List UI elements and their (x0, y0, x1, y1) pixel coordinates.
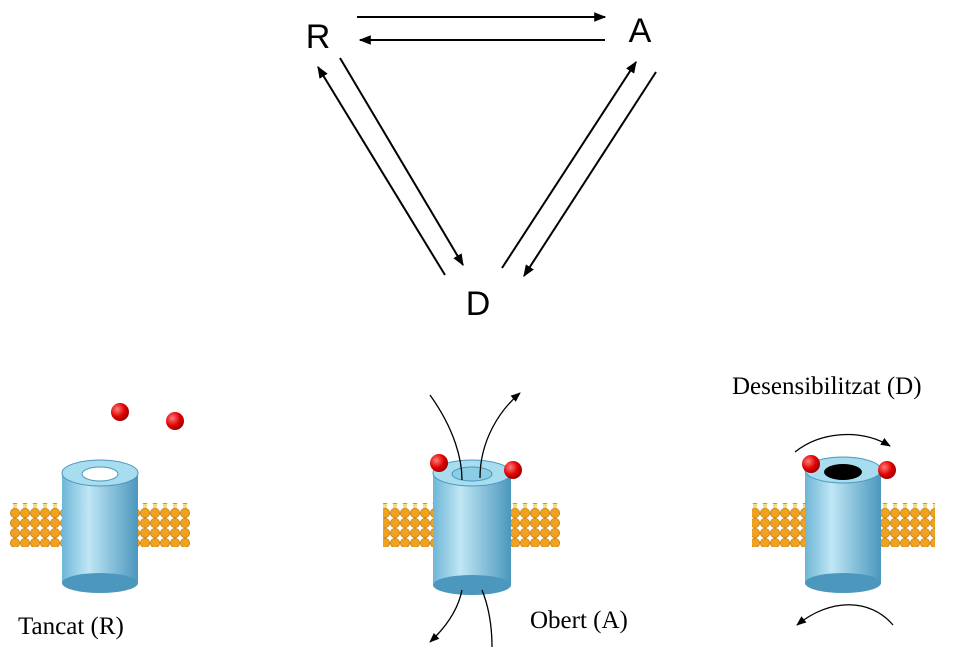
channel-desensitized: Desensibilitzat (D) (732, 373, 935, 625)
state-label: Obert (A) (530, 607, 628, 634)
state-label: Desensibilitzat (D) (732, 373, 922, 400)
channel-closed: Tancat (R) (10, 403, 190, 640)
state-scheme: R A D (306, 12, 656, 323)
node-label: R (306, 18, 331, 56)
node-label: D (466, 285, 491, 323)
diagram: R A D Tancat (R) (0, 0, 980, 647)
node-label: A (629, 12, 652, 50)
channel-open: Obert (A) (383, 393, 628, 647)
state-label: Tancat (R) (18, 613, 124, 640)
arrows (318, 17, 656, 276)
